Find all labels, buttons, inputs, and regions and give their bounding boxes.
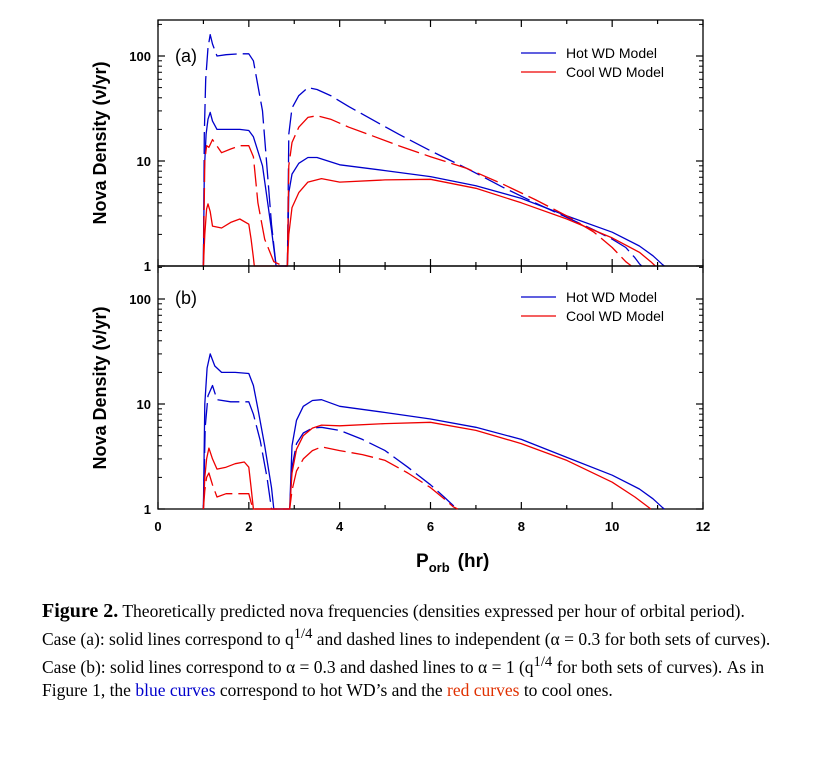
x-tick-label: 8 <box>518 519 525 534</box>
caption-text-4: correspond to hot WD’s and the <box>215 679 448 700</box>
y-tick-label: 10 <box>137 154 151 169</box>
legend-label-hot-a: Hot WD Model <box>566 45 657 61</box>
y-tick-label: 10 <box>137 397 151 412</box>
x-ticks-b: 0 2 4 6 8 10 12 <box>154 266 710 534</box>
caption-sup-2: 1/4 <box>533 653 553 670</box>
y-ticks-a: 1 10 100 <box>129 23 703 274</box>
caption-blue-curves: blue curves <box>135 679 216 700</box>
panel-label-a: (a) <box>175 46 197 66</box>
legend-label-hot-b: Hot WD Model <box>566 289 657 305</box>
x-tick-label: 4 <box>336 519 344 534</box>
y-tick-label: 1 <box>144 502 151 517</box>
caption-sup-1: 1/4 <box>293 626 313 642</box>
y-tick-label: 100 <box>129 49 151 64</box>
legend-label-cool-a: Cool WD Model <box>566 64 664 80</box>
series-line-hot-dashed <box>202 33 643 267</box>
x-tick-label: 0 <box>154 519 161 534</box>
series-line-cool-dashed <box>202 115 632 267</box>
figure-caption: Figure 2. Theoretically predicted nova f… <box>42 600 782 702</box>
caption-text-1: Theoretically predicted nova frequencies… <box>42 601 745 649</box>
series-line-cool-solid <box>202 421 652 510</box>
series-line-hot-solid <box>202 353 665 510</box>
caption-figure-label: Figure 2. <box>42 600 119 622</box>
y-tick-label: 100 <box>129 292 151 307</box>
x-ticks-a <box>157 20 704 266</box>
caption-text-2: and dashed lines to independent (α = 0.3… <box>42 628 771 677</box>
x-tick-label: 12 <box>696 519 710 534</box>
series-a <box>202 33 665 267</box>
y-tick-label: 1 <box>144 259 151 274</box>
series-b <box>202 353 665 510</box>
x-tick-label: 6 <box>427 519 434 534</box>
y-axis-title-b: Nova Density (ν/yr) <box>90 306 110 469</box>
series-line-hot-dashed <box>202 384 459 510</box>
y-ticks-b: 1 10 100 <box>129 266 703 517</box>
series-line-hot-solid <box>202 111 665 267</box>
caption-text-3: for both sets of curves). As in Figure 1… <box>42 656 765 700</box>
caption-red-curves: red curves <box>447 679 520 700</box>
panel-b: (b) Nova Density (ν/yr) 1 10 100 0 2 4 6 8 10 12… <box>90 265 710 534</box>
panel-a: (a) Nova Density (ν/yr) 1 10 100 Hot WD Mo… <box>90 19 704 274</box>
legend-a: Hot WD Model Cool WD Model <box>521 45 664 80</box>
x-axis-title: Porb (hr) <box>416 551 489 575</box>
x-tick-label: 2 <box>245 519 252 534</box>
legend-label-cool-b: Cool WD Model <box>566 308 664 324</box>
series-line-cool-solid <box>202 177 656 267</box>
series-line-cool-dashed <box>202 446 458 510</box>
x-tick-label: 10 <box>605 519 619 534</box>
caption-text-5: to cool ones. <box>519 679 613 700</box>
panel-label-b: (b) <box>175 288 197 308</box>
legend-b: Hot WD Model Cool WD Model <box>521 289 664 324</box>
y-axis-title-a: Nova Density (ν/yr) <box>90 61 110 224</box>
